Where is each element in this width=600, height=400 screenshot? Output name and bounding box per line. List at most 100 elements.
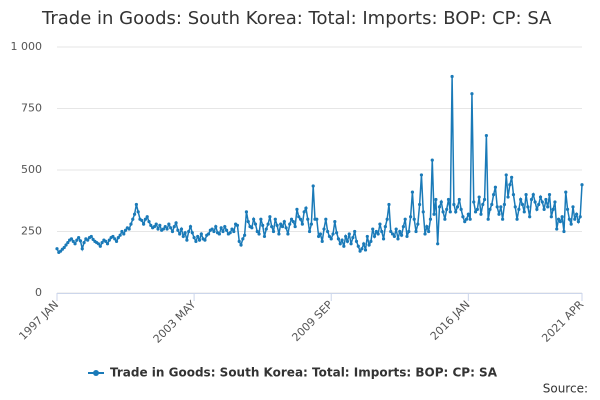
point	[141, 222, 146, 226]
point	[152, 224, 157, 229]
point	[358, 249, 362, 253]
point	[551, 207, 555, 211]
point	[113, 237, 117, 241]
point	[315, 217, 319, 221]
point	[481, 202, 485, 207]
point	[463, 220, 467, 224]
point	[484, 133, 488, 138]
point	[446, 197, 451, 202]
point	[396, 237, 400, 241]
point	[154, 222, 158, 226]
legend-marker	[93, 370, 99, 376]
point	[571, 205, 575, 209]
point	[390, 232, 395, 236]
point	[75, 238, 79, 242]
point	[181, 234, 185, 239]
point	[340, 238, 344, 242]
point	[176, 228, 180, 232]
x-tick-label: 2021 APR	[539, 298, 586, 345]
point	[174, 221, 178, 225]
point	[506, 195, 510, 199]
source: Source:	[543, 382, 588, 396]
point	[311, 184, 315, 188]
point	[538, 195, 543, 199]
point	[120, 229, 124, 234]
point	[291, 220, 295, 224]
point	[371, 227, 375, 231]
point	[136, 210, 140, 214]
point	[80, 247, 84, 251]
point	[542, 207, 546, 211]
point	[473, 210, 478, 214]
point	[564, 190, 568, 194]
point	[104, 239, 108, 243]
point	[221, 229, 225, 234]
point	[197, 238, 202, 242]
point	[378, 222, 382, 226]
point	[504, 173, 508, 177]
point	[405, 234, 409, 239]
point	[448, 210, 452, 214]
point	[316, 234, 321, 239]
point	[253, 222, 258, 226]
point	[78, 239, 83, 243]
point	[259, 217, 263, 221]
y-tick-label: 1 000	[11, 40, 43, 53]
point	[252, 217, 256, 221]
point	[237, 239, 241, 243]
point	[73, 242, 77, 246]
point	[468, 217, 472, 221]
point	[183, 231, 187, 235]
point	[178, 232, 182, 236]
point	[228, 231, 232, 235]
point	[519, 197, 523, 202]
point	[526, 205, 530, 209]
point	[412, 217, 416, 221]
point	[513, 205, 517, 209]
point	[219, 226, 223, 230]
point	[327, 234, 332, 239]
point	[569, 222, 573, 226]
point	[578, 215, 582, 219]
point	[261, 223, 265, 227]
point	[428, 217, 433, 221]
point	[544, 197, 548, 202]
point	[306, 217, 310, 221]
point	[170, 229, 175, 234]
point	[243, 233, 247, 237]
point	[284, 226, 288, 230]
point	[331, 232, 335, 236]
point	[565, 207, 570, 211]
point	[192, 236, 196, 240]
point	[365, 234, 369, 239]
point	[89, 234, 93, 239]
point	[547, 193, 552, 197]
point	[286, 232, 290, 236]
point	[289, 217, 294, 221]
point	[409, 215, 413, 219]
point	[427, 229, 431, 234]
point	[302, 210, 306, 214]
point	[298, 217, 303, 221]
y-tick-label: 750	[21, 102, 42, 115]
series-line	[56, 76, 583, 254]
point	[224, 228, 229, 232]
point	[497, 212, 501, 216]
point	[300, 222, 304, 226]
point	[387, 202, 391, 207]
point	[223, 224, 227, 229]
point	[188, 224, 193, 229]
point	[145, 215, 149, 219]
point	[394, 227, 398, 231]
point	[533, 200, 537, 204]
point	[479, 212, 483, 216]
point	[470, 92, 474, 96]
point	[307, 229, 312, 234]
point	[380, 229, 384, 234]
point	[235, 223, 240, 227]
point	[232, 229, 236, 234]
point	[338, 242, 342, 246]
y-tick-label: 250	[21, 225, 42, 238]
point	[389, 229, 393, 234]
